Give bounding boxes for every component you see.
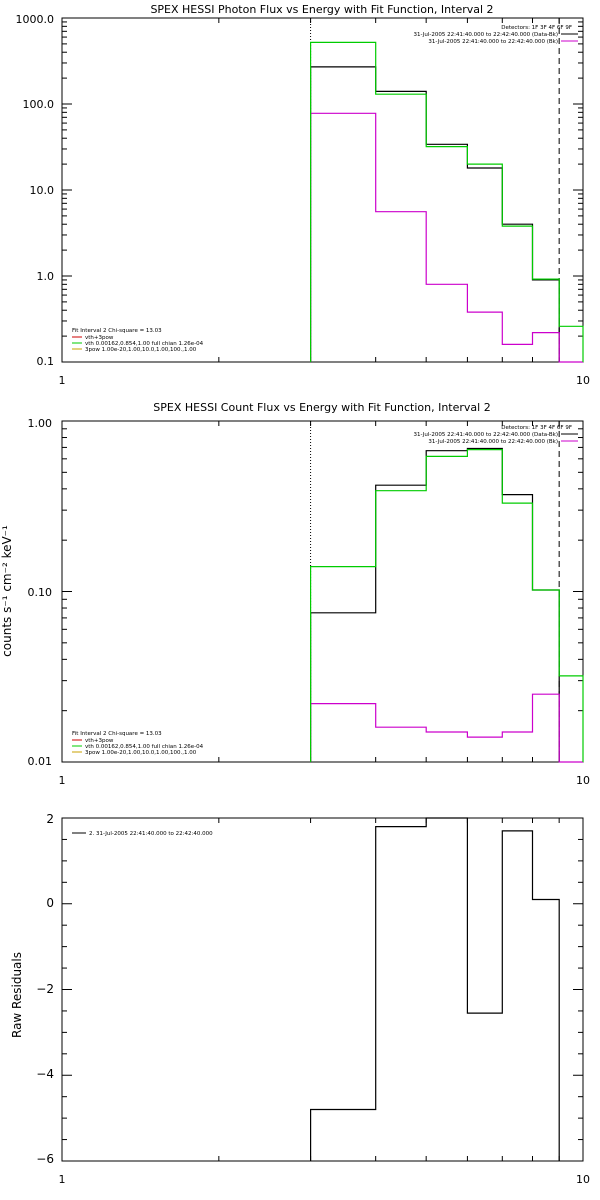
detectors-label: Detectors: 1F 3F 4F 6F 9F [501, 425, 572, 431]
count-plot-area [61, 420, 584, 763]
series-line [310, 41, 584, 362]
legend-bk-label: 31-Jul-2005 22:41:40.000 to 22:42:40.000… [428, 39, 558, 45]
residuals-plot-area [61, 817, 584, 1162]
photon-fit-info: Fit Interval 2 Chi-square = 13.03 vth+3p… [72, 328, 204, 353]
photon-flux-panel: SPEX HESSI Photon Flux vs Energy with Fi… [16, 3, 591, 387]
photon-top-legend: Detectors: 1F 3F 4F 6F 9F 31-Jul-2005 22… [414, 25, 578, 45]
y-tick-label: 100.0 [23, 98, 55, 111]
count-y-tick-labels: 1.00 0.10 0.01 [28, 417, 53, 768]
legend-data-bk-label: 31-Jul-2005 22:41:40.000 to 22:42:40.000… [414, 432, 559, 438]
residuals-y-tick-labels: 2 0 −2 −4 −6 [36, 812, 54, 1166]
y-tick-label: 0.01 [28, 755, 53, 768]
y-tick-label: −6 [36, 1152, 54, 1166]
fit-info-vth: vth 0.00162,0.854,1.00 full chian 1.26e-… [85, 744, 204, 750]
count-chart-title: SPEX HESSI Count Flux vs Energy with Fit… [153, 401, 490, 414]
fit-info-chi-square: Fit Interval 2 Chi-square = 13.03 [72, 328, 162, 334]
y-tick-label: 10.0 [30, 184, 55, 197]
x-tick-label: 1 [59, 774, 66, 787]
y-tick-label: 2 [46, 812, 54, 826]
count-flux-panel: SPEX HESSI Count Flux vs Energy with Fit… [0, 401, 590, 787]
chart-marks [61, 17, 584, 1162]
residuals-x-tick-labels: 1 10 [59, 1173, 591, 1186]
plot-frame [61, 17, 584, 363]
count-top-legend: Detectors: 1F 3F 4F 6F 9F 31-Jul-2005 22… [414, 425, 578, 445]
fit-info-3pow: 3pow 1.00e-20,1.00,10.0,1.00,100.,1.00 [85, 347, 197, 353]
photon-x-tick-labels: 1 10 [59, 374, 591, 387]
count-y-axis-label: counts s⁻¹ cm⁻² keV⁻¹ [0, 525, 14, 657]
fit-info-vth: vth 0.00162,0.854,1.00 full chian 1.26e-… [85, 341, 204, 347]
legend-data-bk-label: 31-Jul-2005 22:41:40.000 to 22:42:40.000… [414, 32, 559, 38]
y-tick-label: 0 [46, 896, 54, 910]
x-tick-label: 1 [59, 1173, 66, 1186]
y-tick-label: 0.1 [37, 355, 55, 368]
y-tick-label: 1000.0 [16, 13, 55, 26]
residuals-legend-label: 2. 31-Jul-2005 22:41:40.000 to 22:42:40.… [89, 831, 213, 837]
photon-y-tick-labels: 1000.0 100.0 10.0 1.0 0.1 [16, 13, 55, 368]
fit-info-vth-3pow: vth+3pow [85, 738, 114, 744]
y-tick-label: −2 [36, 982, 54, 996]
detectors-label: Detectors: 1F 3F 4F 6F 9F [501, 25, 572, 31]
plot-frame [61, 420, 584, 763]
residuals-legend: 2. 31-Jul-2005 22:41:40.000 to 22:42:40.… [72, 831, 213, 837]
series-line [310, 693, 583, 763]
fit-info-3pow: 3pow 1.00e-20,1.00,10.0,1.00,100.,1.00 [85, 750, 197, 756]
series-line [310, 447, 560, 762]
count-fit-info: Fit Interval 2 Chi-square = 13.03 vth+3p… [72, 731, 204, 756]
series-line [310, 449, 584, 762]
series-line [310, 66, 560, 362]
x-tick-label: 10 [576, 1173, 590, 1186]
y-tick-label: 0.10 [28, 586, 53, 599]
photon-chart-title: SPEX HESSI Photon Flux vs Energy with Fi… [150, 3, 493, 16]
count-x-tick-labels: 1 10 [59, 774, 591, 787]
y-tick-label: −4 [36, 1067, 54, 1081]
x-tick-label: 1 [59, 374, 66, 387]
y-tick-label: 1.0 [37, 270, 55, 283]
fit-info-chi-square: Fit Interval 2 Chi-square = 13.03 [72, 731, 162, 737]
residuals-y-axis-label: Raw Residuals [10, 952, 24, 1038]
x-tick-label: 10 [576, 774, 590, 787]
legend-bk-label: 31-Jul-2005 22:41:40.000 to 22:42:40.000… [428, 439, 558, 445]
fit-info-vth-3pow: vth+3pow [85, 335, 114, 341]
y-tick-label: 1.00 [28, 417, 53, 430]
residuals-panel: Raw Residuals 2 0 −2 −4 −6 1 10 2. 31-Ju… [10, 812, 590, 1186]
series-line [310, 817, 560, 1161]
series-line [310, 112, 583, 363]
x-tick-label: 10 [576, 374, 590, 387]
photon-plot-area [61, 17, 584, 363]
